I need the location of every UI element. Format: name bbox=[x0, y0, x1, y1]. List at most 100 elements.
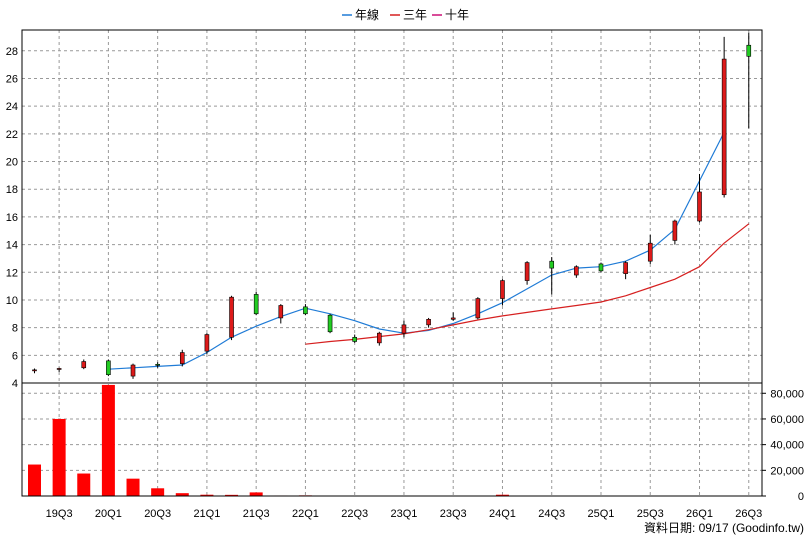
candle-body bbox=[279, 305, 283, 317]
candle-body bbox=[500, 281, 504, 299]
price-tick-label: 26 bbox=[6, 73, 18, 85]
volume-tick-label: 0 bbox=[798, 491, 804, 503]
price-tick-label: 4 bbox=[12, 378, 18, 390]
candle-body bbox=[451, 318, 455, 319]
x-tick-label: 22Q3 bbox=[341, 508, 368, 520]
x-tick-label: 26Q1 bbox=[686, 508, 713, 520]
x-tick-label: 23Q3 bbox=[440, 508, 467, 520]
candle-body bbox=[254, 294, 258, 313]
candle bbox=[377, 332, 381, 346]
x-tick-label: 25Q1 bbox=[588, 508, 615, 520]
candle-body bbox=[57, 368, 61, 369]
candle bbox=[205, 333, 209, 354]
candle-body bbox=[377, 333, 381, 343]
volume-tick-label: 60,000 bbox=[770, 414, 804, 426]
x-tick-label: 23Q1 bbox=[390, 508, 417, 520]
price-tick-label: 20 bbox=[6, 157, 18, 169]
volume-bar bbox=[53, 419, 66, 496]
candle-body bbox=[550, 261, 554, 268]
price-tick-label: 18 bbox=[6, 184, 18, 196]
legend-label-three-year: 三年 bbox=[403, 8, 427, 22]
price-tick-label: 16 bbox=[6, 212, 18, 224]
volume-tick-label: 80,000 bbox=[770, 388, 804, 400]
volume-bar bbox=[77, 474, 90, 496]
candle-body bbox=[230, 297, 234, 337]
candle-body bbox=[402, 325, 406, 333]
candle-body bbox=[131, 365, 135, 376]
moving-average-lines bbox=[108, 132, 748, 369]
candle bbox=[57, 368, 61, 372]
plot-frames bbox=[22, 30, 762, 496]
x-tick-label: 22Q1 bbox=[292, 508, 319, 520]
candle bbox=[427, 318, 431, 328]
candlesticks bbox=[33, 33, 751, 379]
volume-bar bbox=[28, 465, 41, 496]
candle bbox=[33, 368, 37, 373]
candle bbox=[303, 304, 307, 315]
price-tick-label: 24 bbox=[6, 101, 18, 113]
price-tick-label: 10 bbox=[6, 295, 18, 307]
candle-body bbox=[698, 192, 702, 221]
candle bbox=[230, 296, 234, 340]
price-tick-label: 28 bbox=[6, 46, 18, 58]
x-tick-label: 24Q1 bbox=[489, 508, 516, 520]
candle bbox=[279, 304, 283, 323]
candle bbox=[131, 364, 135, 379]
candle bbox=[328, 314, 332, 333]
candle-body bbox=[82, 362, 86, 368]
candle-body bbox=[106, 361, 110, 375]
x-tick-label: 20Q1 bbox=[95, 508, 122, 520]
candle-body bbox=[722, 59, 726, 195]
candle bbox=[353, 335, 357, 343]
footer-source: 資料日期: 09/17 (Goodinfo.tw) bbox=[644, 521, 804, 535]
price-tick-label: 12 bbox=[6, 267, 18, 279]
volume-bar bbox=[102, 385, 115, 496]
legend-label-ten-year: 十年 bbox=[445, 8, 469, 22]
candle bbox=[402, 321, 406, 338]
candle bbox=[574, 265, 578, 277]
candle-body bbox=[599, 264, 603, 271]
candle-body bbox=[33, 370, 37, 371]
candle bbox=[106, 359, 110, 376]
candle-body bbox=[476, 299, 480, 318]
candle bbox=[673, 220, 677, 245]
volume-axis-ticks: 0 20,000 40,000 60,000 80,000 bbox=[762, 388, 804, 503]
candle bbox=[648, 235, 652, 264]
x-tick-label: 21Q1 bbox=[193, 508, 220, 520]
candle-body bbox=[574, 267, 578, 275]
volume-bars bbox=[28, 385, 509, 496]
candle-body bbox=[353, 337, 357, 341]
volume-bar bbox=[250, 492, 263, 496]
candle bbox=[525, 261, 529, 285]
volume-tick-label: 20,000 bbox=[770, 465, 804, 477]
candle-body bbox=[525, 263, 529, 281]
candle bbox=[254, 292, 258, 316]
x-tick-label: 25Q3 bbox=[637, 508, 664, 520]
candle bbox=[180, 350, 184, 367]
x-tick-label: 26Q3 bbox=[735, 508, 762, 520]
volume-bar bbox=[151, 488, 164, 496]
candle-body bbox=[648, 243, 652, 261]
chart-legend: 年線 三年 十年 bbox=[342, 7, 469, 22]
candle-body bbox=[673, 221, 677, 240]
candle-body bbox=[328, 315, 332, 332]
price-tick-label: 14 bbox=[6, 240, 18, 252]
x-tick-label: 20Q3 bbox=[144, 508, 171, 520]
candle-body bbox=[624, 263, 628, 274]
candle-body bbox=[205, 335, 209, 352]
x-tick-label: 21Q3 bbox=[243, 508, 270, 520]
price-panel-frame bbox=[22, 30, 762, 383]
candle bbox=[599, 263, 603, 273]
price-tick-label: 8 bbox=[12, 323, 18, 335]
candle-body bbox=[303, 307, 307, 314]
candle-body bbox=[747, 45, 751, 56]
candle bbox=[82, 359, 86, 369]
candle bbox=[722, 37, 726, 198]
candle bbox=[747, 33, 751, 129]
volume-tick-label: 40,000 bbox=[770, 440, 804, 452]
candle bbox=[624, 261, 628, 279]
candle bbox=[476, 297, 480, 319]
